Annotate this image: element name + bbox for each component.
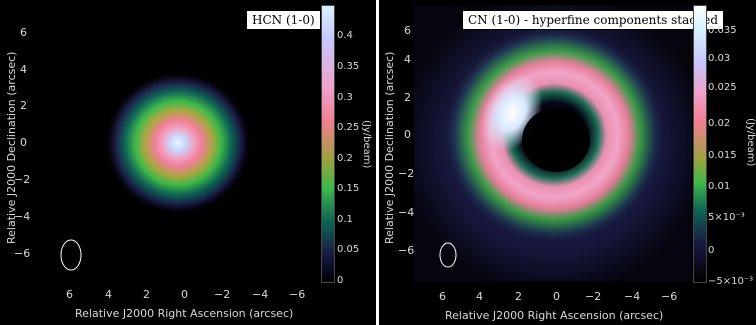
hcn-map: [34, 5, 320, 281]
x-tick: 6: [66, 288, 73, 301]
x-tick: −6: [661, 290, 678, 303]
colorbar-tick: 0.1: [337, 214, 353, 225]
colorbar-label: (Jy/beam): [745, 118, 756, 167]
x-tick: −2: [214, 288, 231, 301]
y-tick: −6: [398, 244, 415, 257]
beam-ellipse: [60, 239, 82, 271]
colorbar-tick: 0.035: [708, 25, 737, 36]
colorbar-tick: 0.25: [337, 122, 360, 133]
colorbar-tick: 0.02: [708, 118, 731, 129]
y-tick: −2: [14, 173, 31, 186]
x-tick: −6: [289, 288, 306, 301]
y-tick: 0: [404, 128, 411, 141]
colorbar-tick: 0.4: [337, 30, 353, 41]
y-tick: 6: [20, 26, 27, 39]
colorbar-tick: 0: [708, 245, 715, 256]
y-axis-label: Relative J2000 Declination (arcsec): [5, 51, 18, 244]
y-tick: 4: [404, 53, 411, 66]
beam-ellipse: [439, 242, 457, 268]
cn-map: [414, 5, 692, 281]
x-tick: −4: [252, 288, 269, 301]
cn-colorbar: [693, 5, 707, 283]
colorbar-tick: −5×10⁻³: [708, 276, 754, 287]
colorbar-tick: 0.2: [337, 153, 353, 164]
hcn-colorbar: [321, 5, 335, 283]
colorbar-tick: 0.015: [708, 150, 737, 161]
y-tick: 6: [404, 24, 411, 37]
cn-title: CN (1-0) - hyperfine components stacked: [462, 10, 725, 30]
colorbar-tick: 5×10⁻³: [708, 212, 745, 223]
x-tick: 4: [105, 288, 112, 301]
x-tick: 2: [515, 290, 522, 303]
cn-image: [414, 5, 692, 281]
y-tick: −2: [398, 167, 415, 180]
colorbar-tick: 0: [337, 275, 344, 286]
x-tick: −4: [624, 290, 641, 303]
x-tick: 4: [476, 290, 483, 303]
colorbar-tick: 0.3: [337, 92, 353, 103]
x-axis-label: Relative J2000 Right Ascension (arcsec): [445, 309, 664, 322]
colorbar-tick: 0.01: [708, 181, 731, 192]
y-tick: 0: [20, 136, 27, 149]
hcn-title: HCN (1-0): [246, 10, 321, 30]
x-tick: 0: [553, 290, 560, 303]
y-tick: −4: [398, 206, 415, 219]
y-tick: −4: [14, 210, 31, 223]
cn-ring-hole: [522, 108, 590, 172]
x-tick: −2: [585, 290, 602, 303]
panel-separator: [376, 0, 379, 325]
x-axis-label: Relative J2000 Right Ascension (arcsec): [75, 307, 294, 320]
x-tick: 2: [143, 288, 150, 301]
x-tick: 6: [439, 290, 446, 303]
colorbar-label: (Jy/beam): [361, 120, 372, 169]
y-tick: 2: [20, 99, 27, 112]
colorbar-tick: 0.03: [708, 53, 731, 64]
x-tick: 0: [181, 288, 188, 301]
cn-panel: CN (1-0) - hyperfine components stacked …: [378, 0, 756, 325]
hcn-image: [34, 5, 320, 281]
colorbar-tick: 0.15: [337, 183, 360, 194]
colorbar-tick: 0.05: [337, 244, 360, 255]
y-tick: 4: [20, 63, 27, 76]
colorbar-tick: 0.35: [337, 61, 360, 72]
y-tick: −6: [14, 247, 31, 260]
colorbar-tick: 0.025: [708, 82, 737, 93]
hcn-panel: HCN (1-0) 6 4 2 0 −2 −4 −6 6 4 2 0 −2 −4…: [5, 5, 372, 320]
hcn-emission-blob: [104, 71, 252, 215]
y-tick: 2: [404, 91, 411, 104]
y-axis-label: Relative J2000 Declination (arcsec): [383, 51, 396, 244]
